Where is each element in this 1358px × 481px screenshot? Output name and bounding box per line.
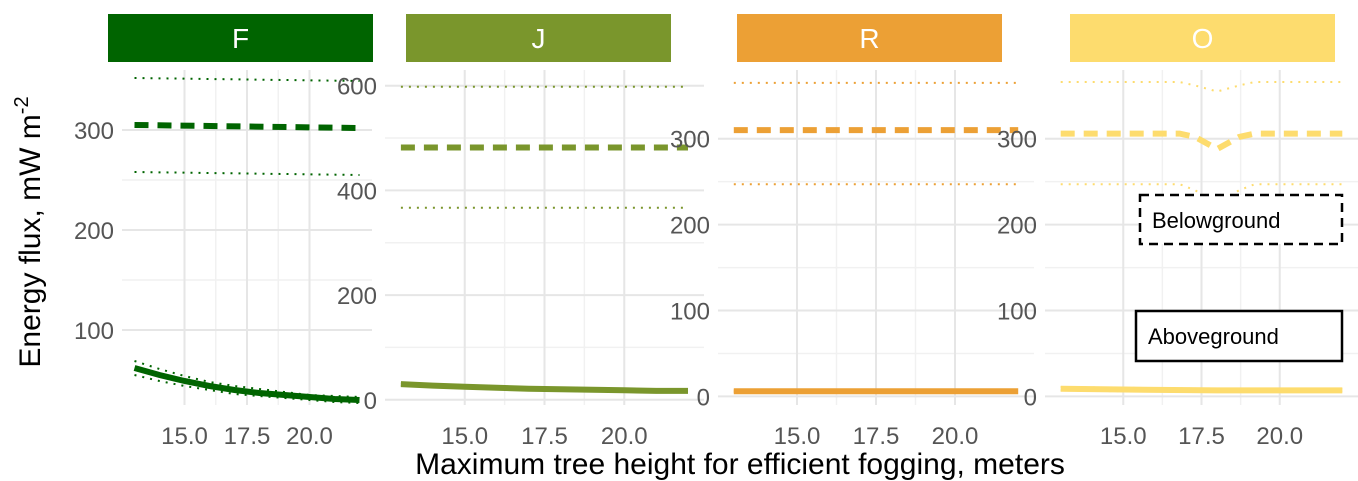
legend: Belowground Aboveground [1134,193,1344,363]
x-tick-label: 20.0 [286,423,333,450]
strip-label-r: R [859,23,879,54]
x-tick-label: 17.5 [224,423,271,450]
legend-box-belowground [1138,193,1344,246]
x-tick-label: 15.0 [774,423,821,450]
x-tick-label: 17.5 [853,423,900,450]
y-tick-label: 100 [74,318,114,345]
x-tick-label: 17.5 [1178,423,1225,450]
y-tick-label: 0 [1024,384,1037,411]
x-tick-label: 15.0 [1100,423,1147,450]
x-tick-label: 15.0 [441,423,488,450]
y-tick-label: 0 [697,384,710,411]
strip-label-f: F [232,23,249,54]
y-axis-title: Energy flux, mW m-2 [11,96,47,367]
y-tick-label: 400 [337,178,377,205]
y-tick-label: 200 [337,283,377,310]
y-tick-label: 600 [337,74,377,101]
line-aboveground-o [1060,385,1343,394]
line-aboveground-f [133,365,360,403]
x-tick-label: 20.0 [601,423,648,450]
panel-j: J 15.0 17.5 20.0 0 200 400 600 [337,14,704,450]
strip-label-o: O [1192,23,1214,54]
strip-f [108,14,373,62]
line-belowground-f [134,122,360,131]
y-tick-label: 300 [74,118,114,145]
y-tick-label: 200 [670,213,710,240]
panel-r: R 15.0 17.5 20.0 0 100 200 300 [670,14,1034,450]
ci-low-belowground-f [134,171,360,176]
ci-high-belowground-f [134,77,360,82]
x-tick-label: 20.0 [1256,423,1303,450]
y-tick-label: 0 [364,388,377,415]
legend-label-belowground: Belowground [1152,208,1280,233]
strip-label-j: J [532,23,546,54]
x-tick-label: 15.0 [161,423,208,450]
y-tick-label: 200 [997,213,1037,240]
y-tick-label: 200 [74,218,114,245]
legend-box-aboveground [1134,309,1344,363]
strip-j [406,14,671,62]
y-tick-label: 300 [997,127,1037,154]
legend-label-aboveground: Aboveground [1148,324,1279,349]
x-tick-label: 17.5 [521,423,568,450]
line-aboveground-j [400,381,688,394]
x-axis-title: Maximum tree height for efficient foggin… [415,448,1065,481]
y-tick-label: 100 [670,299,710,326]
strip-r [737,14,1002,62]
line-belowground-o [1060,130,1343,153]
panel-f: F 15.0 17.5 20.0 100 200 300 [74,14,373,450]
x-tick-label: 20.0 [932,423,979,450]
strip-o [1070,14,1335,62]
y-tick-label: 100 [997,299,1037,326]
y-tick-label: 300 [670,127,710,154]
